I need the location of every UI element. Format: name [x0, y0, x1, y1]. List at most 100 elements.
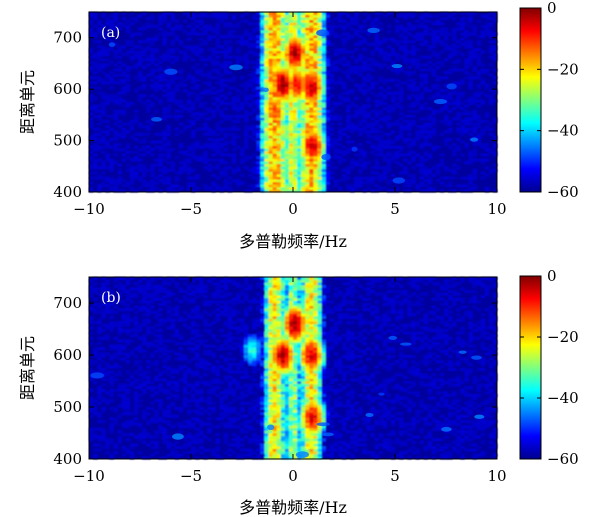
heatmap-cell — [354, 179, 359, 183]
heatmap-cell — [223, 181, 229, 185]
heatmap-cell — [231, 86, 237, 90]
heatmap-cell — [203, 303, 208, 306]
heatmap-cell — [423, 179, 429, 183]
heatmap-cell — [264, 145, 269, 149]
heatmap-cell — [101, 303, 106, 306]
heatmap-cell — [174, 357, 180, 361]
heatmap-cell — [256, 132, 261, 136]
heatmap-cell — [186, 45, 192, 49]
heatmap-cell — [411, 50, 416, 54]
heatmap-cell — [174, 37, 180, 41]
heatmap-cell — [223, 391, 229, 395]
heatmap-cell — [105, 166, 110, 170]
heatmap-cell — [276, 37, 282, 41]
heatmap-cell — [443, 120, 449, 123]
heatmap-cell — [215, 292, 220, 296]
heatmap-cell — [125, 163, 131, 167]
heatmap-cell — [109, 114, 114, 118]
heatmap-cell — [337, 35, 343, 39]
heatmap-cell — [121, 277, 127, 280]
heatmap-cell — [166, 357, 171, 361]
heatmap-cell — [223, 55, 229, 59]
heatmap-cell — [464, 12, 469, 15]
heatmap-cell — [386, 189, 392, 193]
heatmap-cell — [293, 109, 298, 113]
heatmap-cell — [272, 120, 278, 123]
heatmap-cell — [195, 310, 200, 314]
heatmap-cell — [109, 19, 114, 23]
heatmap-cell — [468, 102, 473, 105]
heatmap-cell — [452, 35, 457, 39]
heatmap-cell — [276, 168, 282, 172]
heatmap-cell — [162, 78, 167, 82]
heatmap-cell — [390, 122, 396, 126]
heatmap-cell — [215, 12, 220, 15]
heatmap-cell — [452, 53, 457, 57]
clutter-spot — [392, 177, 405, 184]
heatmap-cell — [272, 174, 278, 177]
heatmap-cell — [150, 60, 155, 64]
heatmap-cell — [219, 66, 225, 69]
heatmap-cell — [244, 135, 249, 139]
heatmap-cell — [117, 68, 123, 72]
heatmap-cell — [166, 412, 171, 416]
heatmap-cell — [150, 388, 155, 392]
heatmap-cell — [272, 37, 278, 41]
heatmap-cell — [366, 73, 371, 77]
heatmap-cell — [174, 84, 180, 87]
heatmap-cell — [150, 386, 155, 390]
heatmap-cell — [252, 168, 257, 172]
heatmap-cell — [476, 58, 482, 62]
heatmap-cell — [288, 94, 294, 98]
heatmap-cell — [374, 35, 380, 39]
heatmap-cell — [260, 42, 265, 46]
heatmap-cell — [162, 37, 167, 41]
heatmap-cell — [199, 112, 204, 116]
heatmap-cell — [97, 45, 102, 49]
heatmap-cell — [350, 91, 355, 95]
heatmap-cell — [162, 112, 167, 116]
heatmap-cell — [158, 22, 163, 26]
heatmap-cell — [309, 148, 314, 152]
heatmap-cell — [276, 132, 282, 136]
heatmap-cell — [101, 145, 106, 149]
heatmap-cell — [443, 176, 449, 180]
heatmap-cell — [415, 24, 420, 28]
heatmap-cell — [101, 336, 106, 340]
heatmap-cell — [468, 120, 473, 123]
heatmap-cell — [231, 135, 237, 139]
heatmap-cell — [97, 27, 102, 31]
heatmap-cell — [133, 318, 139, 322]
heatmap-cell — [113, 179, 118, 183]
heatmap-cell — [215, 158, 220, 162]
heatmap-cell — [333, 24, 339, 28]
heatmap-cell — [97, 287, 102, 291]
heatmap-cell — [215, 295, 220, 299]
heatmap-cell — [313, 55, 318, 59]
heatmap-cell — [223, 174, 229, 177]
heatmap-cell — [125, 422, 131, 426]
heatmap-cell — [268, 168, 273, 172]
heatmap-cell — [337, 60, 343, 64]
heatmap-cell — [284, 135, 290, 139]
heatmap-cell — [239, 174, 245, 177]
heatmap-cell — [464, 99, 469, 103]
heatmap-cell — [231, 161, 237, 165]
heatmap-cell — [105, 451, 110, 455]
heatmap-cell — [309, 12, 314, 15]
heatmap-cell — [133, 412, 139, 416]
heatmap-cell — [239, 102, 245, 105]
heatmap-cell — [223, 22, 229, 26]
heatmap-cell — [472, 127, 477, 131]
heatmap-cell — [121, 135, 127, 139]
heatmap-cell — [113, 117, 118, 121]
heatmap-cell — [162, 409, 167, 413]
heatmap-cell — [403, 35, 408, 39]
heatmap-cell — [362, 12, 367, 15]
heatmap-cell — [362, 120, 367, 123]
heatmap-cell — [166, 292, 171, 296]
heatmap-cell — [199, 365, 204, 369]
heatmap-cell — [162, 89, 167, 93]
heatmap-cell — [170, 321, 176, 325]
heatmap-cell — [195, 53, 200, 57]
